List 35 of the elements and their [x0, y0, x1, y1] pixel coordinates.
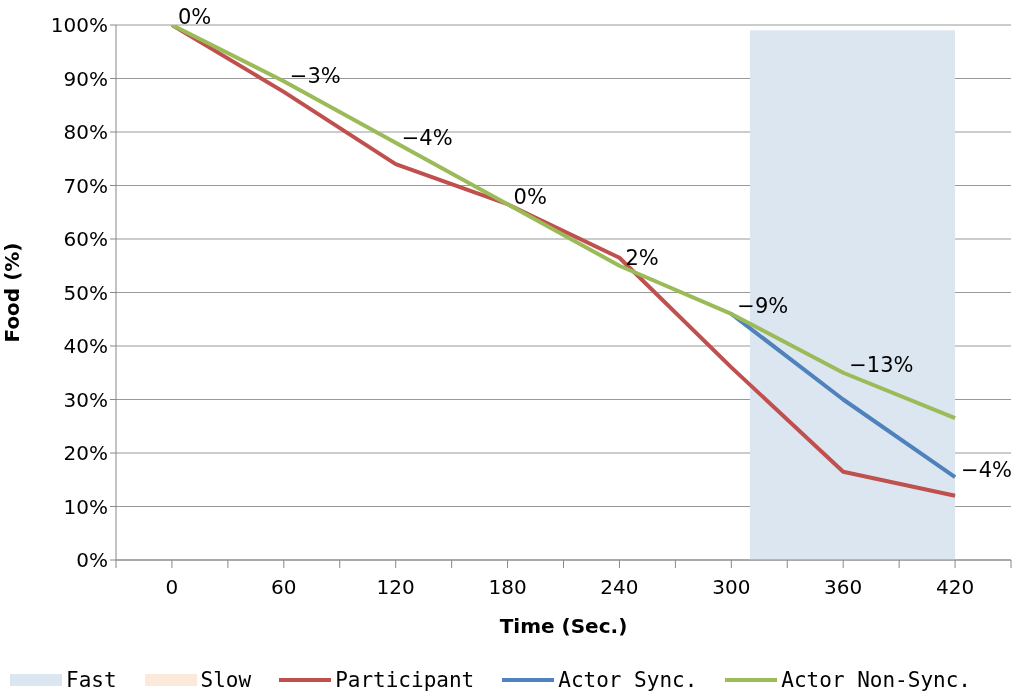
x-tick-label: 60: [271, 575, 297, 600]
legend-label: Slow: [200, 668, 252, 692]
y-tick-label: 70%: [63, 173, 108, 198]
y-tick-label: 0%: [76, 548, 108, 573]
annotation: 0%: [177, 5, 212, 30]
x-tick-label: 300: [712, 575, 751, 600]
x-axis-title: Time (Sec.): [499, 614, 628, 638]
y-axis-title: Food (%): [0, 242, 25, 343]
line-series: [169, 25, 958, 421]
x-tick-label: 120: [376, 575, 415, 600]
x-tick-label: 0: [165, 575, 179, 600]
legend-label: Fast: [66, 668, 117, 692]
annotation: −13%: [849, 353, 914, 378]
annotation: −3%: [289, 64, 341, 89]
x-tick-label: 420: [935, 575, 975, 600]
annotation: −4%: [961, 457, 1012, 482]
x-tick-label: 180: [488, 575, 527, 600]
y-tick-label: 90%: [63, 66, 108, 91]
y-tick-label: 100%: [50, 13, 108, 38]
legend-label: Actor Non-Sync.: [781, 668, 971, 692]
y-tick-label: 50%: [63, 280, 108, 305]
legend-label: Actor Sync.: [558, 668, 698, 692]
y-tick-label: 60%: [63, 227, 108, 252]
annotation: 2%: [625, 246, 659, 271]
legend-label: Participant: [335, 668, 475, 692]
y-tick-label: 10%: [63, 494, 108, 519]
y-tick-label: 80%: [63, 120, 108, 145]
y-tick-label: 20%: [63, 441, 108, 466]
x-tick-label: 240: [600, 575, 639, 600]
x-tick-label: 360: [824, 575, 863, 600]
y-tick-label: 30%: [63, 387, 108, 412]
annotation: −4%: [401, 125, 453, 150]
annotation: 0%: [513, 184, 547, 209]
annotation: −9%: [737, 294, 789, 319]
y-tick-label: 40%: [63, 334, 108, 359]
